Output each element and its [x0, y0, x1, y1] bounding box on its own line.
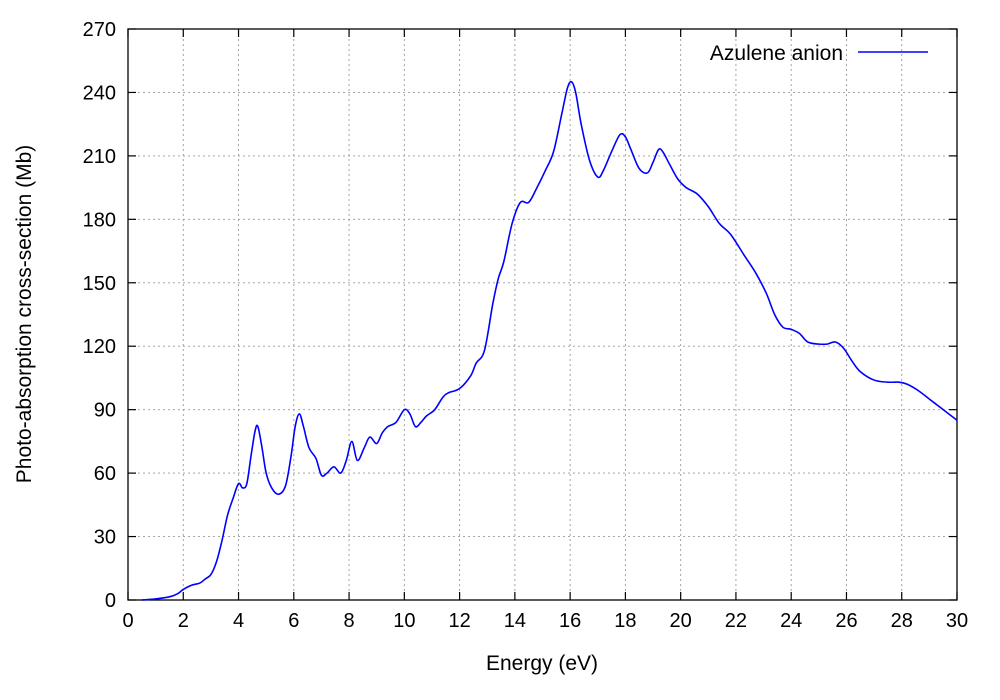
x-tick-label: 0 — [122, 610, 133, 632]
series-layer — [141, 80, 958, 601]
x-tick-label: 30 — [946, 610, 968, 632]
y-tick-label: 0 — [105, 590, 116, 612]
x-tick-label: 8 — [344, 610, 355, 632]
legend-label: Azulene anion — [710, 42, 843, 65]
x-tick-label: 4 — [233, 610, 244, 632]
x-tick-label: 26 — [835, 610, 857, 632]
x-tick-label: 10 — [393, 610, 415, 632]
axis-ticks: 0 2 4 6 8 10 12 14 16 18 20 22 24 26 28 300306090120150… — [83, 19, 969, 632]
y-tick-label: 210 — [83, 146, 116, 168]
y-tick-label: 180 — [83, 209, 116, 231]
y-tick-label: 120 — [83, 336, 116, 358]
x-tick-label: 12 — [448, 610, 470, 632]
y-tick-label: 90 — [94, 400, 116, 422]
x-tick-label: 24 — [780, 610, 802, 632]
x-tick-label: 6 — [288, 610, 299, 632]
y-tick-label: 270 — [83, 19, 116, 41]
x-tick-label: 2 — [178, 610, 189, 632]
legend: Azulene anion — [710, 42, 928, 65]
x-tick-label: 18 — [614, 610, 636, 632]
y-axis-title: Photo-absorption cross-section (Mb) — [13, 145, 36, 483]
x-axis-title: Energy (eV) — [486, 652, 598, 675]
y-tick-label: 240 — [83, 82, 116, 104]
y-tick-label: 30 — [94, 527, 116, 549]
y-tick-label: 60 — [94, 463, 116, 485]
x-tick-label: 16 — [559, 610, 581, 632]
x-tick-label: 14 — [504, 610, 526, 632]
y-tick-label: 150 — [83, 273, 116, 295]
plot-frame — [127, 28, 958, 601]
series-line-azulene-anion — [141, 80, 958, 601]
x-tick-label: 28 — [891, 610, 913, 632]
x-tick-label: 20 — [670, 610, 692, 632]
x-tick-label: 22 — [725, 610, 747, 632]
grid — [128, 29, 957, 600]
